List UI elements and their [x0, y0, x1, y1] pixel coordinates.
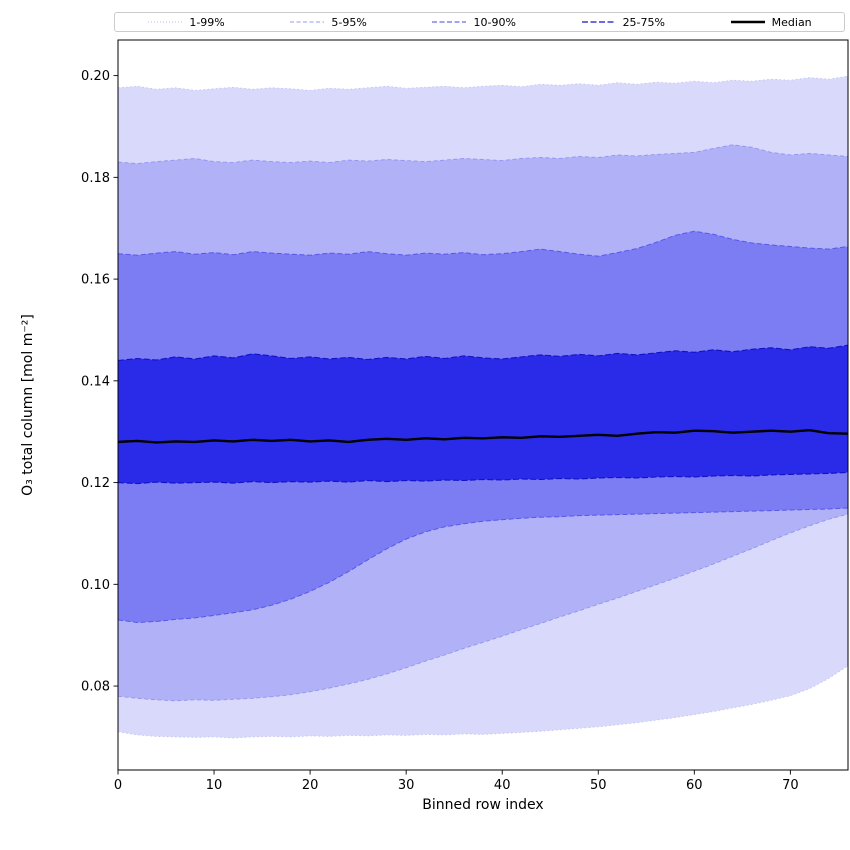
legend-item-25-75%: 25-75% — [581, 16, 665, 29]
x-tick-label: 70 — [782, 778, 799, 793]
y-tick-label: 0.10 — [81, 578, 110, 593]
band-lower-edge-10-90% — [117, 507, 849, 624]
legend-line-sample-icon — [432, 21, 467, 23]
legend-line-sample-icon — [148, 21, 183, 23]
legend-item-1-99%: 1-99% — [147, 15, 225, 29]
x-tick-label: 10 — [206, 778, 223, 793]
band-25-75% — [118, 345, 848, 484]
legend-label: Median — [771, 15, 812, 29]
legend-line-sample-icon — [290, 21, 325, 23]
band-upper-edge-5-95% — [117, 144, 849, 165]
legend-label: 1-99% — [189, 15, 225, 29]
legend-line-sample-icon — [730, 20, 765, 24]
x-tick-label: 50 — [590, 778, 607, 793]
legend-item-median: Median — [730, 16, 812, 29]
y-tick-label: 0.16 — [81, 273, 110, 288]
band-upper-edge-10-90% — [117, 230, 849, 257]
y-tick-label: 0.14 — [81, 374, 110, 389]
band-lower-edge-1-99% — [117, 665, 849, 739]
legend-item-5-95%: 5-95% — [289, 15, 367, 29]
band-lower-edge-5-95% — [117, 513, 849, 702]
legend-label: 25-75% — [622, 15, 665, 29]
legend-line-sample-icon — [581, 21, 616, 23]
x-tick-label: 40 — [494, 778, 511, 793]
x-tick-label: 20 — [302, 778, 319, 793]
x-tick-label: 30 — [398, 778, 415, 793]
legend-label: 5-95% — [331, 15, 367, 29]
band-lower-edge-25-75% — [117, 471, 849, 485]
x-tick-label: 0 — [114, 778, 122, 793]
y-tick-label: 0.12 — [81, 476, 110, 491]
y-axis-label: O₃ total column [mol m⁻²] — [20, 314, 36, 496]
band-upper-edge-25-75% — [117, 344, 849, 362]
legend-label: 10-90% — [473, 15, 516, 29]
legend-item-10-90%: 10-90% — [431, 15, 516, 29]
x-tick-label: 60 — [686, 778, 703, 793]
x-axis-label: Binned row index — [422, 797, 544, 813]
y-tick-label: 0.20 — [81, 69, 110, 84]
median-line — [117, 429, 849, 444]
y-tick-label: 0.08 — [81, 680, 110, 695]
legend: 1-99% 5-95% 10-90% 25-75% Median — [114, 12, 845, 32]
axes-frame — [117, 39, 849, 771]
y-tick-label: 0.18 — [81, 171, 110, 186]
